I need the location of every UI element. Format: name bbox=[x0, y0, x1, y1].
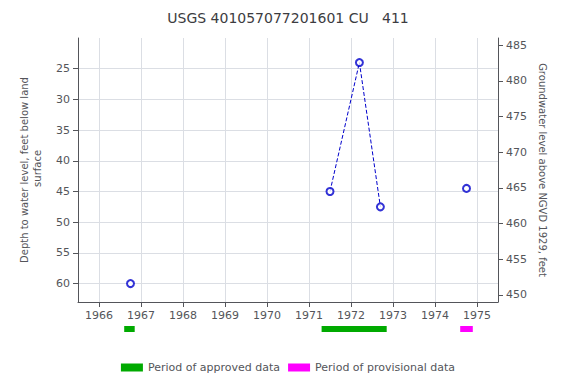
svg-text:1971: 1971 bbox=[295, 309, 323, 322]
svg-text:460: 460 bbox=[506, 217, 527, 230]
svg-text:60: 60 bbox=[56, 277, 70, 290]
svg-text:35: 35 bbox=[56, 124, 70, 137]
svg-text:1967: 1967 bbox=[127, 309, 155, 322]
svg-text:480: 480 bbox=[506, 74, 527, 87]
svg-text:Depth to water level, feet bel: Depth to water level, feet below land bbox=[19, 77, 30, 263]
svg-text:1968: 1968 bbox=[169, 309, 197, 322]
svg-text:1972: 1972 bbox=[337, 309, 365, 322]
svg-text:1974: 1974 bbox=[421, 309, 449, 322]
svg-text:1966: 1966 bbox=[85, 309, 113, 322]
svg-text:Period of provisional data: Period of provisional data bbox=[315, 361, 455, 374]
svg-text:USGS 401057077201601 CU 411: USGS 401057077201601 CU 411 bbox=[167, 10, 408, 26]
svg-text:30: 30 bbox=[56, 93, 70, 106]
svg-text:40: 40 bbox=[56, 154, 70, 167]
svg-text:1970: 1970 bbox=[253, 309, 281, 322]
svg-text:475: 475 bbox=[506, 110, 527, 123]
svg-text:50: 50 bbox=[56, 216, 70, 229]
svg-text:465: 465 bbox=[506, 181, 527, 194]
svg-text:455: 455 bbox=[506, 253, 527, 266]
svg-text:1973: 1973 bbox=[379, 309, 407, 322]
svg-text:1975: 1975 bbox=[463, 309, 491, 322]
svg-text:45: 45 bbox=[56, 185, 70, 198]
svg-text:25: 25 bbox=[56, 62, 70, 75]
svg-text:1969: 1969 bbox=[211, 309, 239, 322]
svg-text:485: 485 bbox=[506, 39, 527, 52]
svg-text:55: 55 bbox=[56, 246, 70, 259]
svg-text:surface: surface bbox=[32, 150, 43, 190]
svg-text:450: 450 bbox=[506, 288, 527, 301]
svg-text:Groundwater level above NGVD 1: Groundwater level above NGVD 1929, feet bbox=[537, 63, 548, 277]
svg-text:Period of approved data: Period of approved data bbox=[148, 361, 280, 374]
svg-text:470: 470 bbox=[506, 146, 527, 159]
